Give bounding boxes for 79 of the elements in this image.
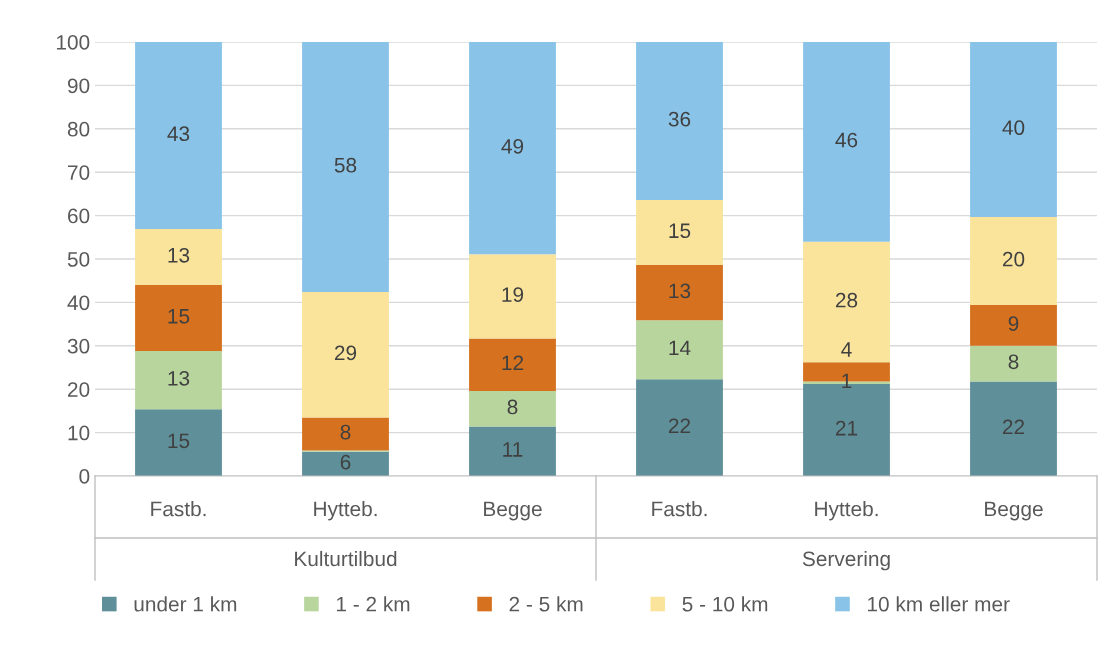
data-label: 6 <box>340 454 351 470</box>
bar <box>469 390 556 427</box>
bar <box>636 320 723 380</box>
bar <box>970 42 1057 217</box>
bar <box>302 417 389 451</box>
legend-label: 2 - 5 km <box>509 596 583 612</box>
bar <box>636 379 723 476</box>
bar <box>135 229 222 286</box>
bar <box>803 241 890 363</box>
data-label: 4 <box>841 342 852 357</box>
data-label: 43 <box>167 126 190 142</box>
data-label: 8 <box>507 399 518 415</box>
text: Kulturtilbud <box>295 550 397 567</box>
data-label: 20 <box>1002 251 1025 267</box>
data-label: 13 <box>168 247 190 263</box>
y-tick-label: 10 <box>68 425 90 441</box>
data-label: 13 <box>168 370 190 386</box>
data-label: 49 <box>501 138 524 154</box>
bar <box>135 351 222 410</box>
data-label: 28 <box>835 292 858 308</box>
y-tick-label: 30 <box>67 338 90 354</box>
legend-label: 10 km eller mer <box>868 596 1010 612</box>
y-tick-label: 60 <box>68 208 90 224</box>
data-label: 1 <box>842 373 852 389</box>
legend-label: 1 - 2 km <box>336 596 410 612</box>
data-label: 11 <box>503 442 523 457</box>
bar <box>636 42 723 200</box>
y-tick-label: 50 <box>67 252 90 267</box>
data-label: 8 <box>1008 354 1019 370</box>
x-tick-label: Begge <box>484 501 542 521</box>
x-tick-label: Hytteb. <box>815 501 878 521</box>
data-label: 13 <box>669 283 691 299</box>
y-tick-label: 70 <box>68 165 90 180</box>
bar <box>469 254 556 339</box>
bar <box>302 42 389 292</box>
bar <box>970 216 1057 305</box>
bar <box>135 285 222 352</box>
data-label: 21 <box>835 420 858 436</box>
data-label: 58 <box>334 157 357 173</box>
y-tick-label: 20 <box>68 382 90 397</box>
data-label: 46 <box>835 132 858 148</box>
data-label: 29 <box>334 345 357 361</box>
x-tick-label: Fastb. <box>151 501 206 517</box>
bar <box>469 426 556 476</box>
legend-label: 5 - 10 km <box>682 596 768 612</box>
data-label: 9 <box>1008 316 1019 331</box>
bar <box>636 199 723 266</box>
y-tick-label: 90 <box>67 78 90 94</box>
x-tick-label: Fastb. <box>652 501 707 517</box>
bar <box>135 409 222 476</box>
bar <box>135 42 222 230</box>
text: Servering <box>802 550 890 571</box>
data-label: 15 <box>168 433 190 449</box>
y-tick-label: 0 <box>79 469 90 484</box>
bar <box>302 291 389 418</box>
data-label: 14 <box>669 340 691 356</box>
data-label: 8 <box>340 424 351 440</box>
data-label: 22 <box>1002 419 1025 435</box>
data-label: 15 <box>669 223 691 239</box>
bar <box>803 42 890 242</box>
x-tick-label: Begge <box>985 501 1043 521</box>
legend-label: under 1 km <box>134 596 237 612</box>
x-tick-label: Hytteb. <box>314 501 377 521</box>
data-label: 19 <box>502 287 524 302</box>
data-label: 15 <box>168 309 190 324</box>
bar <box>970 305 1057 346</box>
data-label: 22 <box>668 418 691 433</box>
bar <box>302 451 389 476</box>
bar <box>636 265 723 321</box>
y-tick-label: 100 <box>56 35 90 50</box>
bar <box>469 338 556 391</box>
bar <box>469 42 556 255</box>
data-label: 40 <box>1002 120 1025 136</box>
data-label: 36 <box>668 111 691 127</box>
bar <box>970 345 1057 382</box>
data-label: 12 <box>502 355 524 371</box>
bar <box>970 381 1057 476</box>
y-tick-label: 80 <box>67 121 90 137</box>
y-tick-label: 40 <box>67 295 90 311</box>
